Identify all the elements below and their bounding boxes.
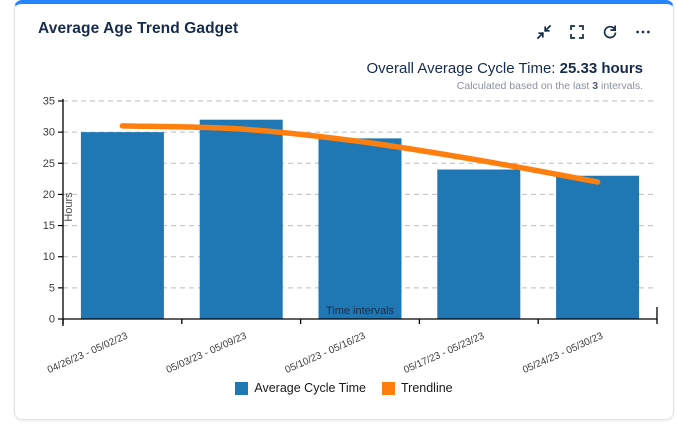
legend-swatch-line [381,381,395,395]
svg-text:0: 0 [49,314,55,326]
trend-chart: Time intervals 0 5 10 15 20 25 30 35 04/26/23 - 0… [43,96,658,377]
summary-label: Overall Average Cycle Time: [366,60,560,77]
svg-text:05/17/23 - 05/23/23: 05/17/23 - 05/23/23 [402,331,486,377]
legend-item-trendline[interactable]: Trendline [381,381,453,395]
overall-cycle-time: Overall Average Cycle Time: 25.33 hours [366,60,643,77]
svg-text:25: 25 [43,158,55,170]
svg-text:30: 30 [43,127,55,139]
svg-text:20: 20 [43,189,55,201]
legend-label-bar: Average Cycle Time [254,381,366,395]
svg-text:10: 10 [43,251,55,263]
summary-note: Calculated based on the last 3 intervals… [366,80,643,92]
summary-value: 25.33 hours [559,60,643,77]
legend-item-average-cycle-time[interactable]: Average Cycle Time [235,381,366,395]
collapse-icon[interactable] [536,24,552,40]
svg-text:15: 15 [43,220,55,232]
gadget-title: Average Age Trend Gadget [38,20,239,37]
refresh-icon[interactable] [602,24,618,40]
legend-swatch-bar [235,381,249,395]
gadget-card: Average Age Trend Gadget [14,0,674,420]
svg-text:5: 5 [49,282,55,294]
summary-note-count: 3 [592,80,599,92]
summary-note-suffix: intervals. [598,80,643,92]
svg-text:05/10/23 - 05/16/23: 05/10/23 - 05/16/23 [283,331,367,377]
svg-text:05/24/23 - 05/30/23: 05/24/23 - 05/30/23 [521,331,605,377]
svg-text:Hours: Hours [63,192,75,222]
svg-text:05/03/23 - 05/09/23: 05/03/23 - 05/09/23 [165,331,249,377]
svg-text:04/26/23 - 05/02/23: 04/26/23 - 05/02/23 [46,331,130,377]
fullscreen-icon[interactable] [569,24,585,40]
chart-legend: Average Cycle Time Trendline [15,381,673,395]
svg-text:35: 35 [43,96,55,108]
overall-summary: Overall Average Cycle Time: 25.33 hours … [366,60,643,92]
summary-note-prefix: Calculated based on the last [456,80,593,92]
gadget-toolbar [536,24,651,40]
more-options-icon[interactable] [635,24,651,40]
legend-label-line: Trendline [400,381,453,395]
svg-text:Time intervals: Time intervals [326,305,395,317]
